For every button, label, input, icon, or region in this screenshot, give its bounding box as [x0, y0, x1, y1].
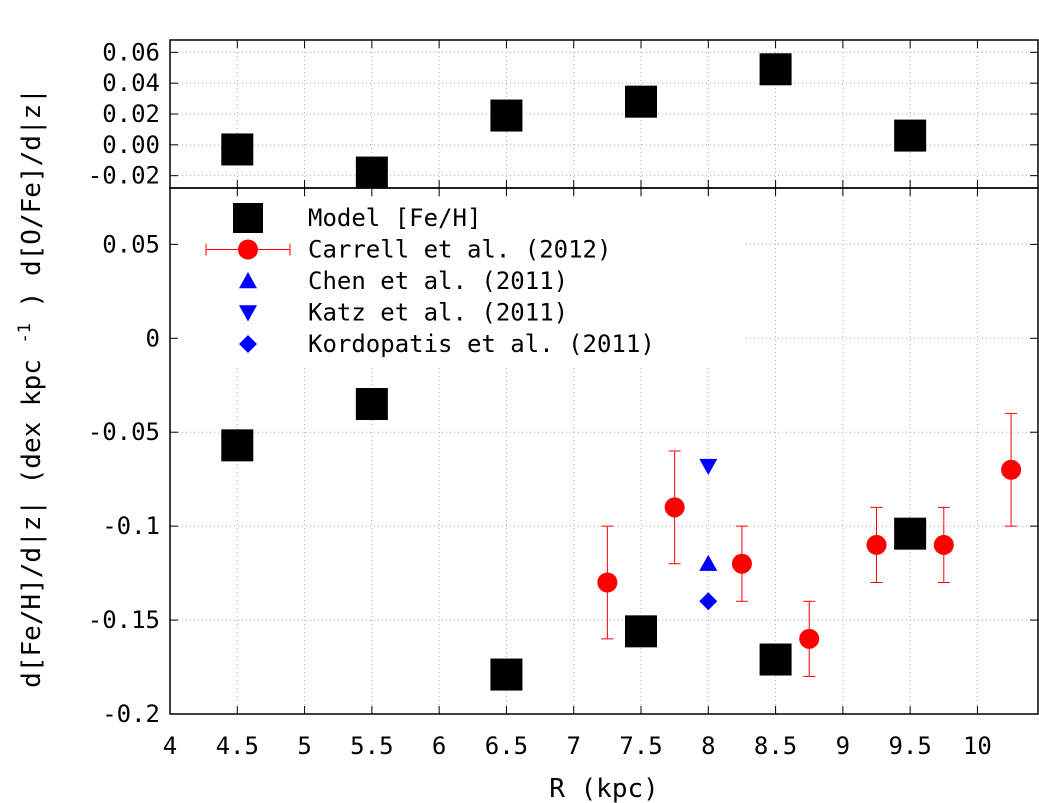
y-tick-label: 0.00	[102, 131, 160, 159]
plot-frame	[169, 187, 1039, 715]
y-axis-label-units: (dex kpc	[17, 359, 47, 484]
data-point	[490, 99, 523, 132]
x-tick-label: 6.5	[485, 732, 528, 760]
data-point	[597, 572, 618, 593]
y-axis-label-fe: d[Fe/H]/d|z|	[17, 500, 47, 688]
data-point	[664, 497, 685, 518]
y-tick-label: -0.05	[88, 418, 160, 446]
y-axis-label-ofe: ) d[O/Fe]/d|z|	[17, 88, 47, 307]
y-tick-label: 0.05	[102, 230, 160, 258]
x-tick-label: 4.5	[216, 732, 259, 760]
data-point	[866, 534, 887, 555]
y-axis-label: d[Fe/H]/d|z| (dex kpc -1 ) d[O/Fe]/d|z|	[7, 88, 47, 688]
legend-label: Carrell et al. (2012)	[308, 236, 611, 264]
x-tick-label: 5	[297, 732, 311, 760]
y-tick-label: -0.2	[102, 700, 160, 728]
x-tick-label: 5.5	[350, 732, 393, 760]
bottom-panel: 4 4.5 5 5.5 6 6.5 7 7.5 8 8.5 9 9.5 10 0.05 0 -0.05 -0.1…	[88, 187, 1039, 760]
data-point	[759, 53, 792, 86]
y-tick-label: 0.02	[102, 100, 160, 128]
data-point	[355, 388, 388, 421]
data-point	[894, 517, 927, 550]
legend-label: Model [Fe/H]	[308, 204, 481, 232]
data-point	[731, 553, 752, 574]
legend-marker	[233, 203, 263, 233]
y-tick-label: -0.15	[88, 606, 160, 634]
y-tick-label: 0.06	[102, 38, 160, 66]
y-tick-label: 0.04	[102, 69, 160, 97]
top-panel: 0.06 0.04 0.02 0.00 -0.02	[88, 38, 1039, 190]
data-point	[1001, 459, 1022, 480]
legend-marker	[239, 272, 257, 289]
data-point	[933, 534, 954, 555]
y-tick-label: 0	[146, 324, 160, 352]
x-tick-label: 4	[163, 732, 177, 760]
data-point	[221, 133, 254, 166]
plot-frame	[169, 39, 1039, 189]
legend-label: Chen et al. (2011)	[308, 267, 568, 295]
data-point	[625, 615, 658, 648]
x-tick-label: 7.5	[619, 732, 662, 760]
x-axis-label: R (kpc)	[549, 774, 659, 803]
y-axis-label-exponent: -1	[15, 323, 35, 343]
legend-marker	[239, 335, 257, 353]
x-tick-label: 9.5	[888, 732, 931, 760]
data-point	[699, 554, 718, 571]
x-tick-label: 6	[432, 732, 446, 760]
data-point	[799, 628, 820, 649]
x-tick-label: 9	[836, 732, 850, 760]
legend-label: Kordopatis et al. (2011)	[308, 330, 655, 358]
x-tick-label: 8	[701, 732, 715, 760]
data-point	[699, 458, 718, 476]
x-tick-label: 10	[963, 732, 992, 760]
y-tick-label: -0.02	[88, 162, 160, 190]
data-point	[625, 85, 658, 118]
data-point	[759, 643, 792, 676]
x-tick-label: 8.5	[754, 732, 797, 760]
legend-marker	[238, 239, 258, 260]
y-tick-label: -0.1	[102, 512, 160, 540]
legend-marker	[239, 305, 257, 322]
x-tick-label: 7	[566, 732, 580, 760]
legend-background	[178, 198, 745, 368]
data-point	[490, 658, 523, 691]
legend: Model [Fe/H] Carrell et al. (2012) Chen et…	[178, 198, 745, 368]
data-point	[699, 592, 718, 611]
data-point	[355, 156, 388, 189]
data-point	[894, 119, 927, 152]
data-point	[221, 429, 254, 462]
legend-label: Katz et al. (2011)	[308, 299, 568, 327]
